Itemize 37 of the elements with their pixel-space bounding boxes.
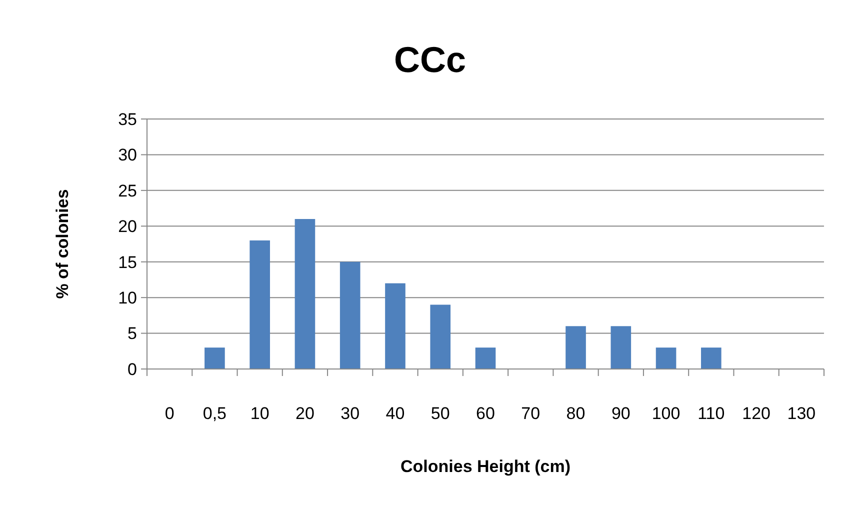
bar [204, 348, 225, 369]
x-tick-label: 70 [521, 404, 540, 423]
x-tick-label: 50 [430, 404, 450, 423]
x-tick-label: 130 [787, 404, 816, 423]
y-tick-label: 25 [118, 181, 137, 200]
y-tick-label: 30 [118, 146, 137, 165]
bar [610, 326, 632, 369]
y-axis-title: % of colonies [53, 189, 72, 299]
y-tick-label: 0 [128, 360, 137, 379]
y-tick-label: 15 [118, 252, 137, 272]
x-tick-label: 10 [250, 404, 270, 423]
bar [475, 348, 496, 369]
x-tick-label: 40 [386, 404, 405, 423]
x-tick-label: 20 [296, 404, 314, 423]
y-tick-label: 20 [118, 217, 137, 236]
bar [566, 326, 586, 369]
bar [430, 304, 451, 369]
y-tick-label: 10 [118, 288, 137, 308]
bar [385, 283, 406, 369]
bar [656, 348, 676, 369]
chart-title: CCc [394, 39, 466, 80]
bar [250, 240, 270, 369]
x-tick-label: 30 [340, 404, 360, 423]
x-axis-title: Colonies Height (cm) [400, 457, 571, 476]
bar [294, 219, 316, 369]
x-tick-label: 0 [164, 404, 174, 423]
y-tick-label: 35 [118, 110, 137, 129]
x-tick-label: 120 [742, 404, 770, 423]
x-tick-label: 0,5 [202, 404, 227, 423]
y-tick-label: 5 [128, 324, 137, 344]
x-tick-label: 110 [698, 404, 725, 423]
x-tick-label: 80 [566, 404, 586, 423]
bar [340, 262, 360, 369]
x-tick-label: 90 [611, 404, 630, 423]
x-tick-label: 60 [476, 404, 495, 423]
bar [701, 348, 722, 369]
x-tick-label: 100 [652, 404, 680, 423]
